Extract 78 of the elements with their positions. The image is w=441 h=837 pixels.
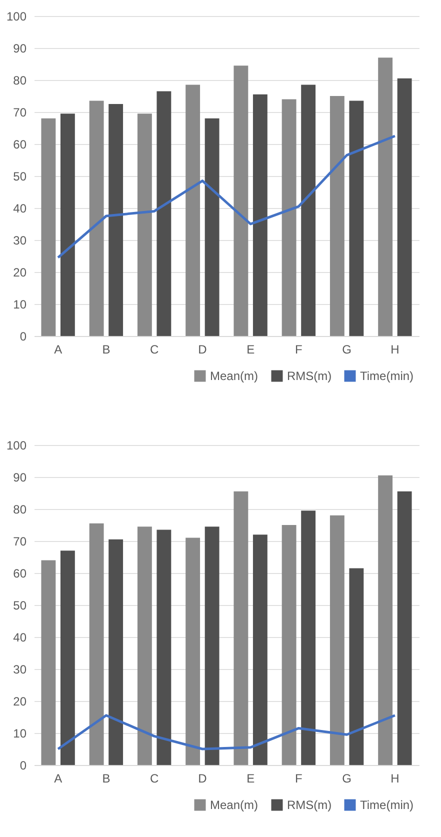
bar xyxy=(252,534,268,765)
x-tick-label: F xyxy=(295,342,302,356)
x-tick-label: A xyxy=(54,772,62,786)
y-tick-label: 0 xyxy=(20,758,27,772)
bar xyxy=(137,114,152,336)
bar xyxy=(282,99,296,336)
bar xyxy=(349,568,364,765)
y-tick-label: 90 xyxy=(13,42,27,56)
bar xyxy=(41,118,56,336)
bar xyxy=(89,523,104,765)
bar xyxy=(89,100,104,336)
legend-label: RMS(m) xyxy=(287,369,332,383)
bar xyxy=(252,94,268,336)
bar xyxy=(349,100,364,336)
x-tick-label: G xyxy=(342,342,352,356)
line-series xyxy=(56,134,396,259)
bar xyxy=(234,491,248,765)
bar xyxy=(282,525,296,765)
x-tick-label: G xyxy=(342,772,352,786)
bar xyxy=(234,66,248,336)
x-tick-label: H xyxy=(390,772,400,786)
bar xyxy=(137,526,152,765)
y-tick-label: 0 xyxy=(20,330,27,344)
x-tick-label: B xyxy=(102,772,110,786)
y-tick-label: 60 xyxy=(13,138,27,152)
bar xyxy=(397,491,412,765)
legend-label: RMS(m) xyxy=(287,798,332,812)
x-tick-label: F xyxy=(295,772,302,786)
bar xyxy=(156,530,172,765)
legend-label: Time(min) xyxy=(360,798,414,812)
y-tick-label: 100 xyxy=(6,10,27,24)
bar xyxy=(397,78,412,336)
y-tick-label: 80 xyxy=(13,502,27,516)
x-tick-label: A xyxy=(54,342,62,356)
bar xyxy=(156,91,172,336)
bar xyxy=(204,526,220,765)
line-series xyxy=(56,714,396,750)
x-tick-label: C xyxy=(150,342,159,356)
x-tick-label: E xyxy=(246,772,255,786)
y-tick-label: 70 xyxy=(13,534,27,548)
x-tick-label: D xyxy=(198,342,208,356)
y-tick-label: 50 xyxy=(13,598,27,612)
legend-label: Mean(m) xyxy=(210,369,258,383)
legend-label: Mean(m) xyxy=(210,798,258,812)
bar xyxy=(378,475,393,765)
x-tick-label: C xyxy=(150,772,159,786)
y-tick-label: 30 xyxy=(13,234,27,248)
bar xyxy=(330,515,344,765)
x-tick-label: H xyxy=(390,342,400,356)
x-tick-label: E xyxy=(246,342,255,356)
y-tick-label: 20 xyxy=(13,266,27,280)
bar xyxy=(60,550,75,765)
x-tick-label: B xyxy=(102,342,110,356)
y-tick-label: 100 xyxy=(6,438,27,452)
y-tick-label: 70 xyxy=(13,106,27,120)
bar xyxy=(330,96,344,336)
y-tick-label: 10 xyxy=(13,726,27,740)
bar xyxy=(301,510,316,765)
y-tick-label: 30 xyxy=(13,662,27,676)
legend-label: Time(min) xyxy=(360,369,414,383)
bar xyxy=(60,114,75,336)
bar xyxy=(186,84,200,336)
y-tick-label: 20 xyxy=(13,694,27,708)
bar xyxy=(204,118,220,336)
bar xyxy=(378,58,393,336)
bar xyxy=(186,538,200,765)
bar xyxy=(301,84,316,336)
y-tick-label: 90 xyxy=(13,470,27,484)
y-tick-label: 10 xyxy=(13,298,27,312)
y-tick-label: 60 xyxy=(13,566,27,580)
bar xyxy=(41,560,56,765)
y-tick-label: 50 xyxy=(13,170,27,184)
y-tick-label: 80 xyxy=(13,74,27,88)
y-tick-label: 40 xyxy=(13,202,27,216)
bar xyxy=(108,104,124,336)
bar xyxy=(108,539,124,765)
y-tick-label: 40 xyxy=(13,630,27,644)
x-tick-label: D xyxy=(198,772,208,786)
